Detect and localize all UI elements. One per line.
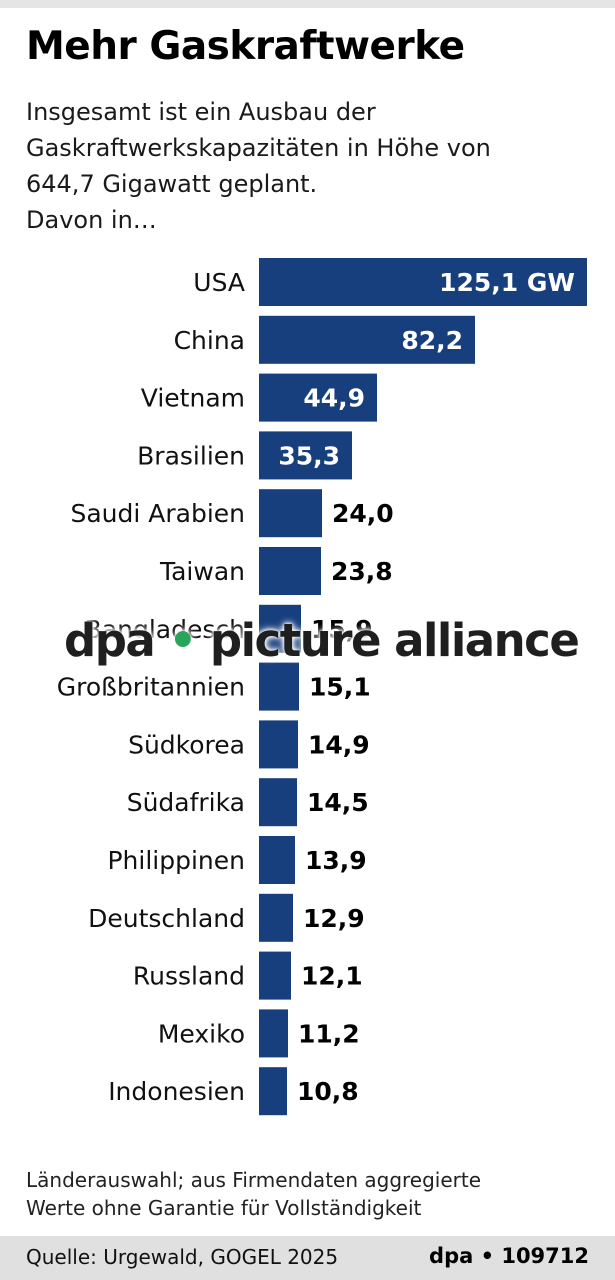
bar-saudi-arabien bbox=[259, 489, 322, 538]
value-label-s-dafrika: 14,5 bbox=[307, 788, 369, 817]
category-label-taiwan: Taiwan bbox=[159, 557, 245, 586]
value-label-gro-britannien: 15,1 bbox=[309, 673, 371, 702]
chart-subtitle: Insgesamt ist ein Ausbau der Gaskraftwer… bbox=[26, 94, 596, 238]
watermark-picture-alliance: picture alliance bbox=[209, 614, 580, 667]
value-label-bangladesch: 15,9 bbox=[311, 615, 373, 644]
category-label-bangladesch: Bangladesch bbox=[85, 615, 245, 644]
bar-chart: USA 125,1 GW China 82,2 Vietnam 44,9 Brasilien… bbox=[57, 258, 587, 1116]
value-label-taiwan: 23,8 bbox=[331, 557, 393, 586]
category-label-philippinen: Philippinen bbox=[107, 846, 245, 875]
bar-taiwan bbox=[259, 547, 321, 595]
value-label-vietnam: 44,9 bbox=[303, 384, 365, 413]
value-label-russland: 12,1 bbox=[301, 962, 363, 991]
bar-russland bbox=[259, 951, 291, 1000]
bar-s-dafrika bbox=[259, 778, 297, 827]
source-text: Quelle: Urgewald, GOGEL 2025 bbox=[26, 1245, 339, 1269]
subtitle-line-2: Gaskraftwerkskapazitäten in Höhe von bbox=[26, 134, 491, 162]
subtitle-line-3: 644,7 Gigawatt geplant. bbox=[26, 170, 318, 198]
bar-bangladesch bbox=[259, 604, 301, 653]
footnote: Länderauswahl; aus Firmendaten aggregier… bbox=[26, 1166, 596, 1222]
category-label-indonesien: Indonesien bbox=[108, 1077, 245, 1106]
bar-s-dkorea bbox=[259, 720, 298, 769]
value-label-indonesien: 10,8 bbox=[297, 1077, 359, 1106]
category-label-vietnam: Vietnam bbox=[141, 384, 245, 413]
value-label-usa: 125,1 GW bbox=[439, 268, 575, 297]
category-label-russland: Russland bbox=[133, 962, 245, 991]
value-label-saudi-arabien: 24,0 bbox=[332, 499, 394, 528]
category-label-china: China bbox=[174, 326, 245, 355]
watermark-dpa: dpa bbox=[64, 614, 156, 667]
category-label-usa: USA bbox=[193, 268, 245, 297]
bar-gro-britannien bbox=[259, 662, 299, 711]
category-label-s-dafrika: Südafrika bbox=[127, 788, 245, 817]
chart-title: Mehr Gaskraftwerke bbox=[26, 24, 465, 69]
bar-indonesien bbox=[259, 1067, 287, 1116]
category-label-s-dkorea: Südkorea bbox=[128, 730, 245, 759]
value-label-china: 82,2 bbox=[401, 326, 463, 355]
top-bar bbox=[0, 0, 615, 8]
category-label-mexiko: Mexiko bbox=[158, 1019, 245, 1048]
bar-china bbox=[259, 315, 475, 364]
category-label-brasilien: Brasilien bbox=[137, 441, 245, 470]
category-label-deutschland: Deutschland bbox=[88, 904, 245, 933]
watermark: dpa • picture alliance bbox=[64, 614, 580, 667]
bar-deutschland bbox=[259, 893, 293, 942]
bar-mexiko bbox=[259, 1009, 288, 1058]
bar-philippinen bbox=[259, 836, 295, 884]
category-label-gro-britannien: Großbritannien bbox=[57, 673, 245, 702]
credit-text: dpa • 109712 bbox=[429, 1244, 589, 1268]
value-label-brasilien: 35,3 bbox=[278, 441, 340, 470]
bar-brasilien bbox=[259, 431, 352, 480]
bar-usa bbox=[259, 258, 587, 306]
watermark-dot: • bbox=[168, 614, 197, 667]
bar-vietnam bbox=[259, 373, 377, 422]
footer-bar: Quelle: Urgewald, GOGEL 2025 dpa • 10971… bbox=[0, 1236, 615, 1280]
category-label-saudi-arabien: Saudi Arabien bbox=[70, 499, 245, 528]
value-label-mexiko: 11,2 bbox=[298, 1019, 360, 1048]
subtitle-line-1: Insgesamt ist ein Ausbau der bbox=[26, 98, 376, 126]
value-label-s-dkorea: 14,9 bbox=[308, 730, 370, 759]
subtitle-line-4: Davon in… bbox=[26, 206, 157, 234]
value-label-deutschland: 12,9 bbox=[303, 904, 365, 933]
footnote-line-2: Werte ohne Garantie für Vollständigkeit bbox=[26, 1196, 422, 1220]
footnote-line-1: Länderauswahl; aus Firmendaten aggregier… bbox=[26, 1168, 482, 1192]
value-label-philippinen: 13,9 bbox=[305, 846, 367, 875]
